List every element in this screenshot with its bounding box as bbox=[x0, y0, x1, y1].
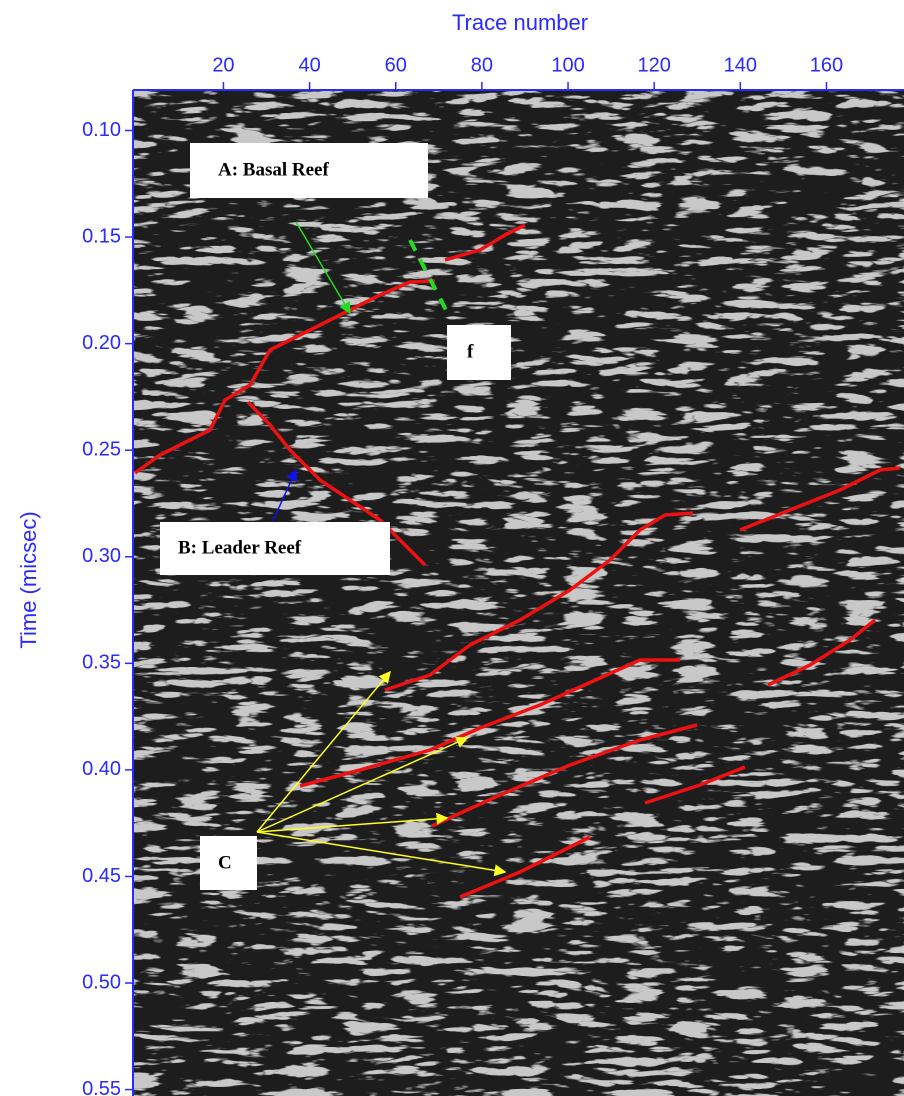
label-box bbox=[447, 325, 511, 380]
label-box bbox=[160, 522, 390, 575]
y-tick-label: 0.35 bbox=[82, 652, 121, 674]
y-tick-label: 0.25 bbox=[82, 438, 121, 460]
y-tick-label: 0.10 bbox=[82, 119, 121, 141]
x-tick-label: 160 bbox=[810, 54, 843, 76]
label-box bbox=[200, 836, 257, 890]
x-tick-label: 140 bbox=[724, 54, 757, 76]
x-tick-label: 120 bbox=[637, 54, 670, 76]
x-tick-label: 20 bbox=[212, 54, 234, 76]
y-tick-label: 0.15 bbox=[82, 225, 121, 247]
y-tick-label: 0.20 bbox=[82, 332, 121, 354]
y-tick-label: 0.55 bbox=[82, 1078, 121, 1096]
y-tick-label: 0.40 bbox=[82, 758, 121, 780]
y-axis-label: Time (micsec) bbox=[16, 511, 41, 648]
annotation: B: Leader Reef bbox=[178, 537, 302, 558]
label-box bbox=[190, 143, 428, 198]
y-tick-label: 0.50 bbox=[82, 971, 121, 993]
interpretation-lines bbox=[133, 223, 901, 899]
y-tick-label: 0.30 bbox=[82, 545, 121, 567]
radargram-image bbox=[133, 90, 904, 1096]
x-tick-label: 60 bbox=[385, 54, 407, 76]
x-tick-label: 80 bbox=[471, 54, 493, 76]
arrows bbox=[256, 221, 507, 877]
annotation: C bbox=[218, 852, 232, 873]
annotation: f bbox=[467, 341, 474, 362]
x-tick-label: 100 bbox=[551, 54, 584, 76]
y-tick-label: 0.45 bbox=[82, 865, 121, 887]
annotation: A: Basal Reef bbox=[218, 159, 329, 180]
x-axis-label: Trace number bbox=[452, 10, 588, 35]
x-tick-label: 40 bbox=[298, 54, 320, 76]
